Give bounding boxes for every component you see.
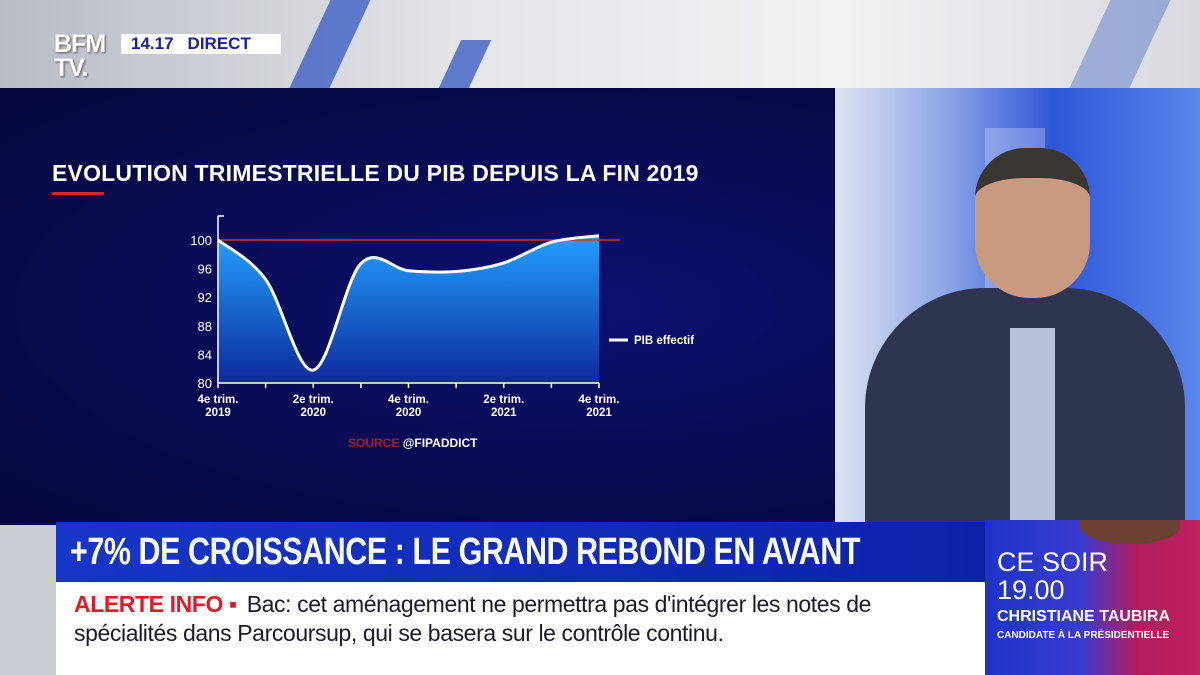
x-tick-label: 2021	[491, 407, 517, 419]
studio-camera-view	[835, 88, 1200, 528]
decor-strip	[1069, 0, 1171, 88]
source-label: SOURCE	[348, 436, 403, 450]
live-badge: 14.17 DIRECT	[121, 34, 281, 54]
legend-label: PIB effectif	[634, 335, 694, 347]
source-value: @FIPADDICT	[403, 436, 478, 450]
ticker-text: Bac: cet aménagement ne permettra pas d'…	[74, 591, 872, 646]
logo-text: BFM TV.	[54, 30, 106, 82]
area-fill	[218, 235, 599, 383]
x-tick-label: 2e trim.	[293, 394, 334, 406]
guest-role: CANDIDATE À LA PRÉSIDENTIELLE	[997, 630, 1170, 641]
guest-photo	[1080, 520, 1180, 544]
x-tick-label: 2e trim.	[483, 394, 524, 406]
channel-logo: BFM TV.	[54, 30, 116, 82]
x-tick-label: 4e trim.	[388, 394, 429, 406]
y-tick-label: 84	[198, 347, 212, 362]
live-label: DIRECT	[187, 34, 251, 53]
chart-title: EVOLUTION TRIMESTRIELLE DU PIB DEPUIS LA…	[52, 160, 699, 186]
headline-banner: +7% DE CROISSANCE : LE GRAND REBOND EN A…	[56, 522, 985, 582]
x-tick-label: 4e trim.	[579, 394, 620, 406]
headline-text: +7% DE CROISSANCE : LE GRAND REBOND EN A…	[70, 531, 861, 573]
chart-panel: EVOLUTION TRIMESTRIELLE DU PIB DEPUIS LA…	[0, 88, 835, 525]
y-tick-label: 88	[198, 319, 212, 334]
series-line-pib	[217, 234, 600, 372]
guest-name: CHRISTIANE TAUBIRA	[997, 608, 1171, 625]
x-tick-label: 4e trim.	[198, 394, 239, 406]
y-tick-label: 80	[198, 376, 212, 391]
x-tick-label: 2021	[586, 407, 612, 419]
alert-label: ALERTE INFO ▪	[74, 591, 237, 617]
title-underline	[52, 192, 104, 195]
y-tick-label: 100	[190, 233, 212, 248]
presenter-shirt	[1010, 328, 1055, 528]
decor-strip	[289, 0, 371, 88]
clock: 14.17	[131, 34, 174, 53]
y-tick-label: 92	[198, 290, 212, 305]
x-tick-label: 2019	[205, 407, 231, 419]
program-promo: CE SOIR 19.00 CHRISTIANE TAUBIRA CANDIDAT…	[985, 520, 1200, 675]
decor-strip	[438, 40, 492, 88]
y-tick-label: 96	[198, 262, 212, 277]
source-line: SOURCE @FIPADDICT	[348, 436, 478, 450]
promo-when: CE SOIR 19.00	[997, 547, 1109, 605]
presenter-head	[975, 148, 1090, 298]
news-ticker: ALERTE INFO ▪ Bac: cet aménagement ne per…	[56, 582, 985, 675]
x-tick-label: 2020	[300, 407, 326, 419]
x-tick-label: 2020	[396, 407, 422, 419]
